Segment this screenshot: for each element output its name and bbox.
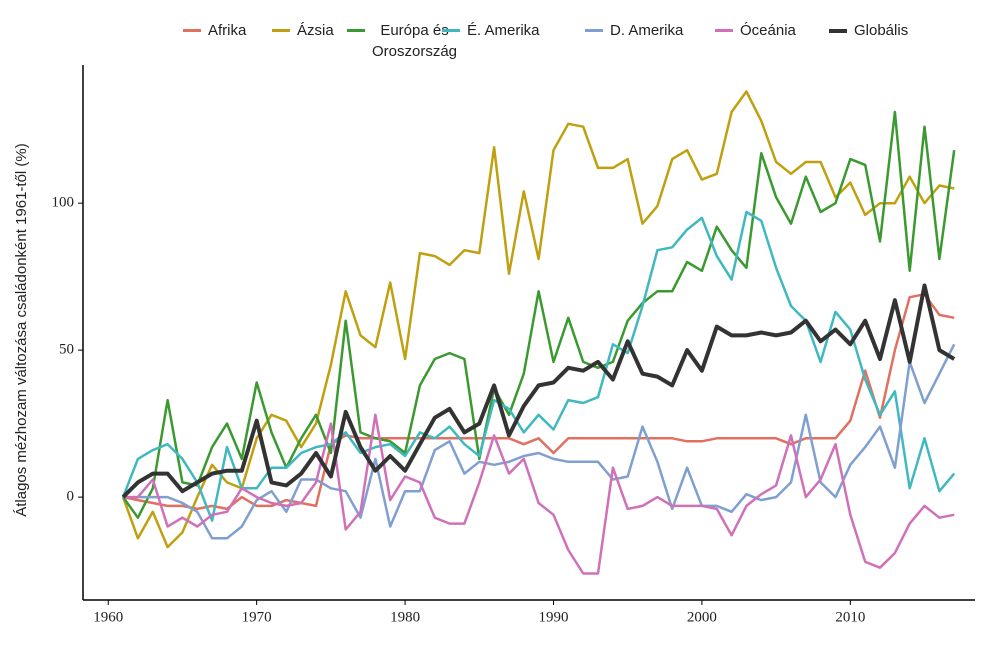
legend-swatch	[272, 29, 290, 32]
legend-label: É. Amerika	[467, 22, 540, 39]
legend-item: É. Amerika	[442, 20, 540, 41]
legend-item: Európa és Oroszország	[347, 20, 457, 62]
legend-item: Óceánia	[715, 20, 796, 41]
legend-label: Afrika	[208, 22, 247, 39]
series-line	[121, 210, 956, 522]
x-tick-label: 1970	[242, 609, 272, 625]
series-line	[123, 413, 955, 575]
legend-item: Globális	[829, 20, 908, 41]
legend-swatch	[715, 29, 733, 32]
legend-label: Ázsia	[297, 22, 334, 39]
legend-swatch	[347, 29, 365, 32]
legend-swatch	[183, 29, 201, 32]
series-line	[121, 90, 955, 549]
legend-item: Ázsia	[272, 20, 334, 41]
x-tick-label: 1960	[93, 609, 123, 625]
y-tick-label: 100	[52, 195, 75, 211]
legend-label: Globális	[854, 22, 909, 39]
x-tick-label: 1990	[538, 609, 568, 625]
legend-swatch	[585, 29, 603, 32]
legend-label: Európa és Oroszország	[372, 22, 458, 60]
x-tick-label: 1980	[390, 609, 420, 625]
x-tick-label: 2000	[687, 609, 717, 625]
series-line	[122, 110, 956, 519]
x-tick-label: 2010	[835, 609, 865, 625]
legend-swatch	[442, 29, 460, 32]
y-axis-label: Átlagos mézhozam változása családonként …	[13, 143, 30, 517]
y-tick-label: 50	[59, 342, 74, 358]
legend-label: D. Amerika	[610, 22, 684, 39]
legend-item: Afrika	[183, 20, 246, 41]
legend-swatch	[829, 29, 847, 33]
series-line	[123, 343, 956, 540]
y-tick-label: 0	[67, 489, 75, 505]
series-line	[122, 293, 955, 511]
legend-label: Óceánia	[740, 22, 796, 39]
legend-item: D. Amerika	[585, 20, 683, 41]
series-line	[121, 283, 956, 499]
